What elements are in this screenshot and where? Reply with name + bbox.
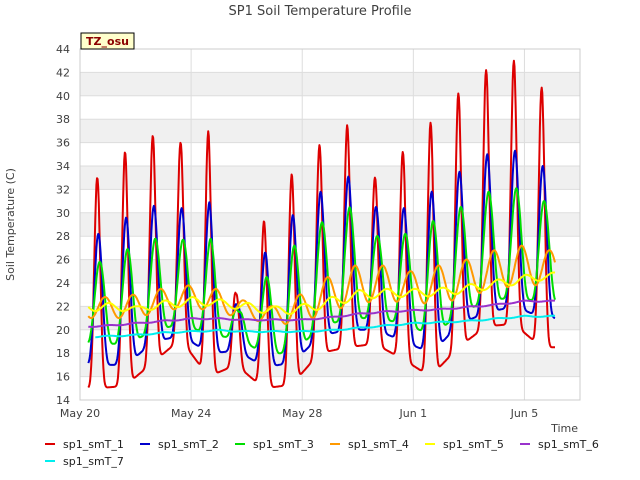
legend-item-sp1_smT_7: sp1_smT_7: [45, 455, 124, 468]
legend-label: sp1_smT_5: [443, 438, 504, 451]
y-axis-label: Soil Temperature (C): [4, 168, 17, 281]
y-tick-label: 34: [56, 160, 70, 173]
y-tick-label: 28: [56, 230, 70, 243]
legend-label: sp1_smT_6: [538, 438, 599, 451]
legend-item-sp1_smT_4: sp1_smT_4: [330, 438, 409, 451]
plot-band: [80, 119, 580, 143]
y-tick-label: 24: [56, 277, 70, 290]
x-tick-label: May 20: [60, 407, 100, 420]
y-tick-label: 30: [56, 207, 70, 220]
y-tick-label: 40: [56, 90, 70, 103]
series-line-sp1_smT_6: [87, 299, 556, 328]
plot-band: [80, 329, 580, 354]
plot-band: [80, 306, 580, 330]
series-line-sp1_smT_3: [87, 187, 556, 355]
plot-band: [80, 95, 580, 120]
plot-band: [80, 142, 580, 166]
chart-title: SP1 Soil Temperature Profile: [229, 4, 412, 19]
timezone-badge-box: [80, 32, 135, 50]
series-line-sp1_smT_2: [87, 149, 556, 367]
x-tick-label: May 28: [282, 407, 322, 420]
y-axis-ticks: 14 16 18 20 22 24 26 28 30 32 34 36 38 40 42 44: [56, 43, 70, 407]
legend-item-sp1_smT_2: sp1_smT_2: [140, 438, 219, 451]
series-layer: [87, 59, 556, 389]
legend-label: sp1_smT_4: [348, 438, 409, 451]
series-line-sp1_smT_5: [87, 271, 556, 315]
legend-item-sp1_smT_6: sp1_smT_6: [520, 438, 599, 451]
timezone-badge-label: TZ_osu: [86, 35, 129, 48]
y-tick-label: 44: [56, 43, 70, 56]
y-tick-label: 22: [56, 300, 70, 313]
legend-item-sp1_smT_1: sp1_smT_1: [45, 438, 124, 451]
y-tick-label: 26: [56, 254, 70, 267]
legend-label: sp1_smT_2: [158, 438, 219, 451]
y-tick-label: 18: [56, 347, 70, 360]
series-line-sp1_smT_4: [87, 244, 556, 325]
legend: sp1_smT_1 sp1_smT_2 sp1_smT_3 sp1_smT_4 sp1_…: [45, 438, 599, 468]
series-line-sp1_smT_7: [94, 314, 556, 339]
x-tick-label: Jun 5: [510, 407, 539, 420]
legend-label: sp1_smT_1: [63, 438, 124, 451]
plot-band: [80, 353, 580, 377]
x-axis-label: Time: [550, 422, 578, 435]
plot-band: [80, 49, 580, 73]
legend-label: sp1_smT_3: [253, 438, 314, 451]
plot-band: [80, 376, 580, 400]
y-tick-label: 42: [56, 66, 70, 79]
y-tick-label: 14: [56, 394, 70, 407]
y-tick-label: 16: [56, 371, 70, 384]
plot-frame: [79, 48, 581, 401]
legend-item-sp1_smT_5: sp1_smT_5: [425, 438, 504, 451]
legend-item-sp1_smT_3: sp1_smT_3: [235, 438, 314, 451]
x-tick-label: Jun 1: [398, 407, 427, 420]
plot-band: [80, 72, 580, 96]
y-tick-label: 32: [56, 183, 70, 196]
y-tick-label: 36: [56, 137, 70, 150]
x-axis-ticks: May 20 May 24 May 28 Jun 1 Jun 5: [60, 407, 538, 420]
x-tick-label: May 24: [171, 407, 211, 420]
y-tick-label: 20: [56, 324, 70, 337]
legend-label: sp1_smT_7: [63, 455, 124, 468]
timezone-badge: TZ_osu: [80, 32, 135, 50]
y-tick-label: 38: [56, 113, 70, 126]
